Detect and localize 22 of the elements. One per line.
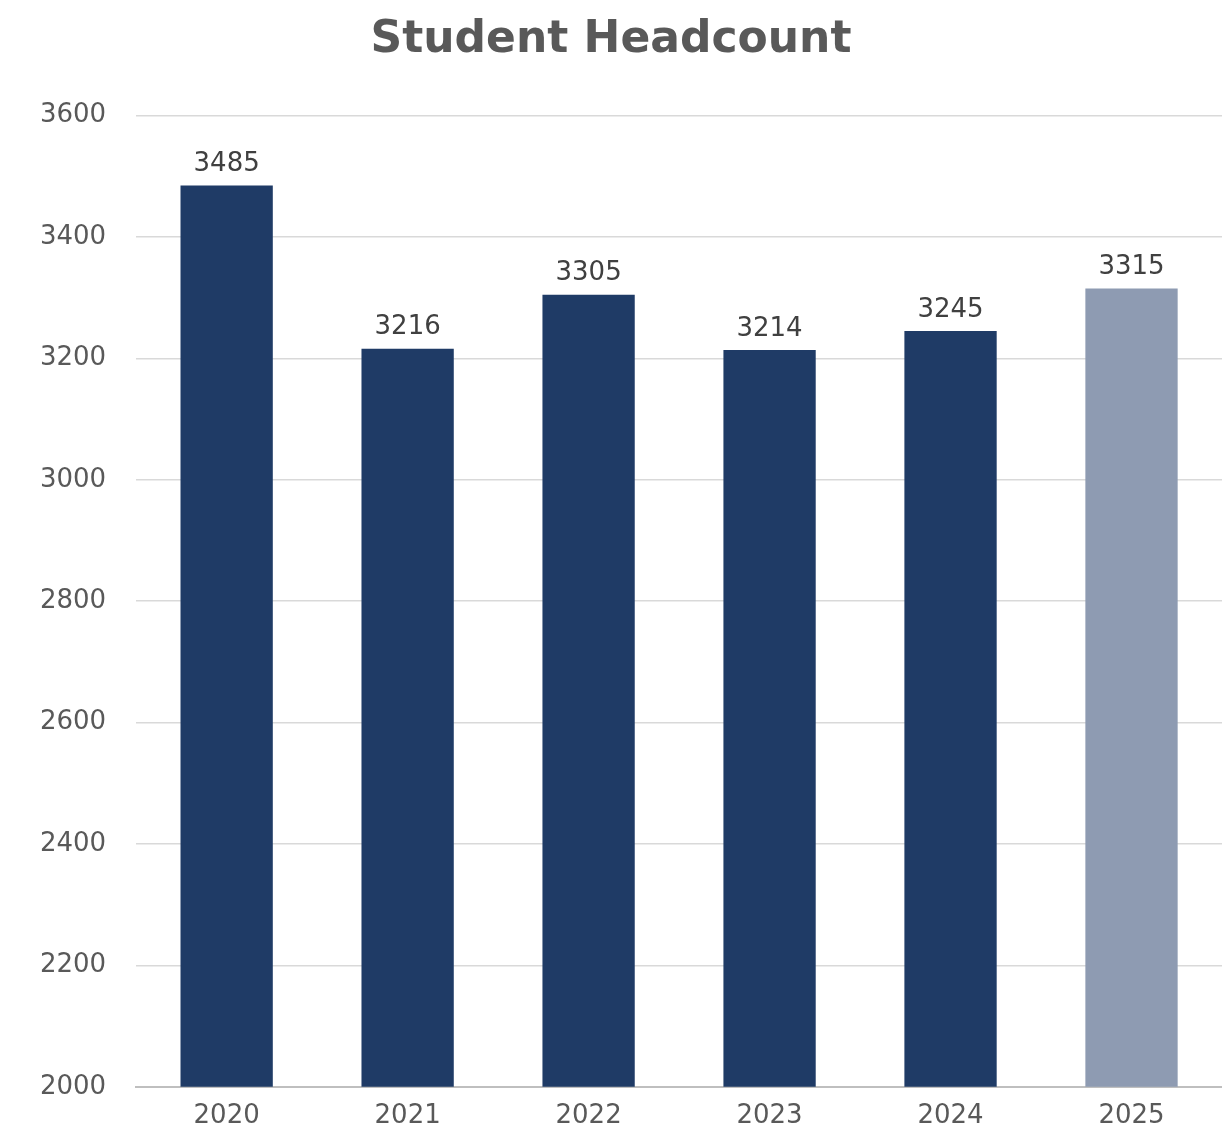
- y-tick-label: 2400: [40, 826, 107, 857]
- y-tick-label: 3200: [40, 341, 107, 372]
- y-tick-label: 2600: [40, 705, 107, 736]
- x-tick-label: 2021: [374, 1099, 441, 1130]
- y-tick-label: 2000: [40, 1069, 107, 1100]
- y-tick-label: 3600: [40, 98, 107, 129]
- y-tick-label: 3400: [40, 219, 107, 250]
- data-label: 3245: [917, 292, 984, 323]
- data-label: 3485: [193, 147, 260, 178]
- x-tick-label: 2025: [1098, 1099, 1165, 1130]
- chart-title: Student Headcount: [369, 10, 853, 64]
- x-tick-label: 2020: [193, 1099, 260, 1130]
- y-tick-label: 2200: [40, 948, 107, 979]
- x-tick-label: 2024: [917, 1099, 984, 1130]
- data-label: 3315: [1098, 250, 1165, 281]
- data-label: 3305: [555, 256, 622, 287]
- y-tick-label: 2800: [40, 583, 107, 614]
- y-tick-label: 3000: [40, 462, 107, 493]
- data-label: 3214: [736, 311, 803, 342]
- x-tick-label: 2022: [555, 1099, 622, 1130]
- data-label: 3216: [374, 310, 441, 341]
- x-tick-label: 2023: [736, 1099, 803, 1130]
